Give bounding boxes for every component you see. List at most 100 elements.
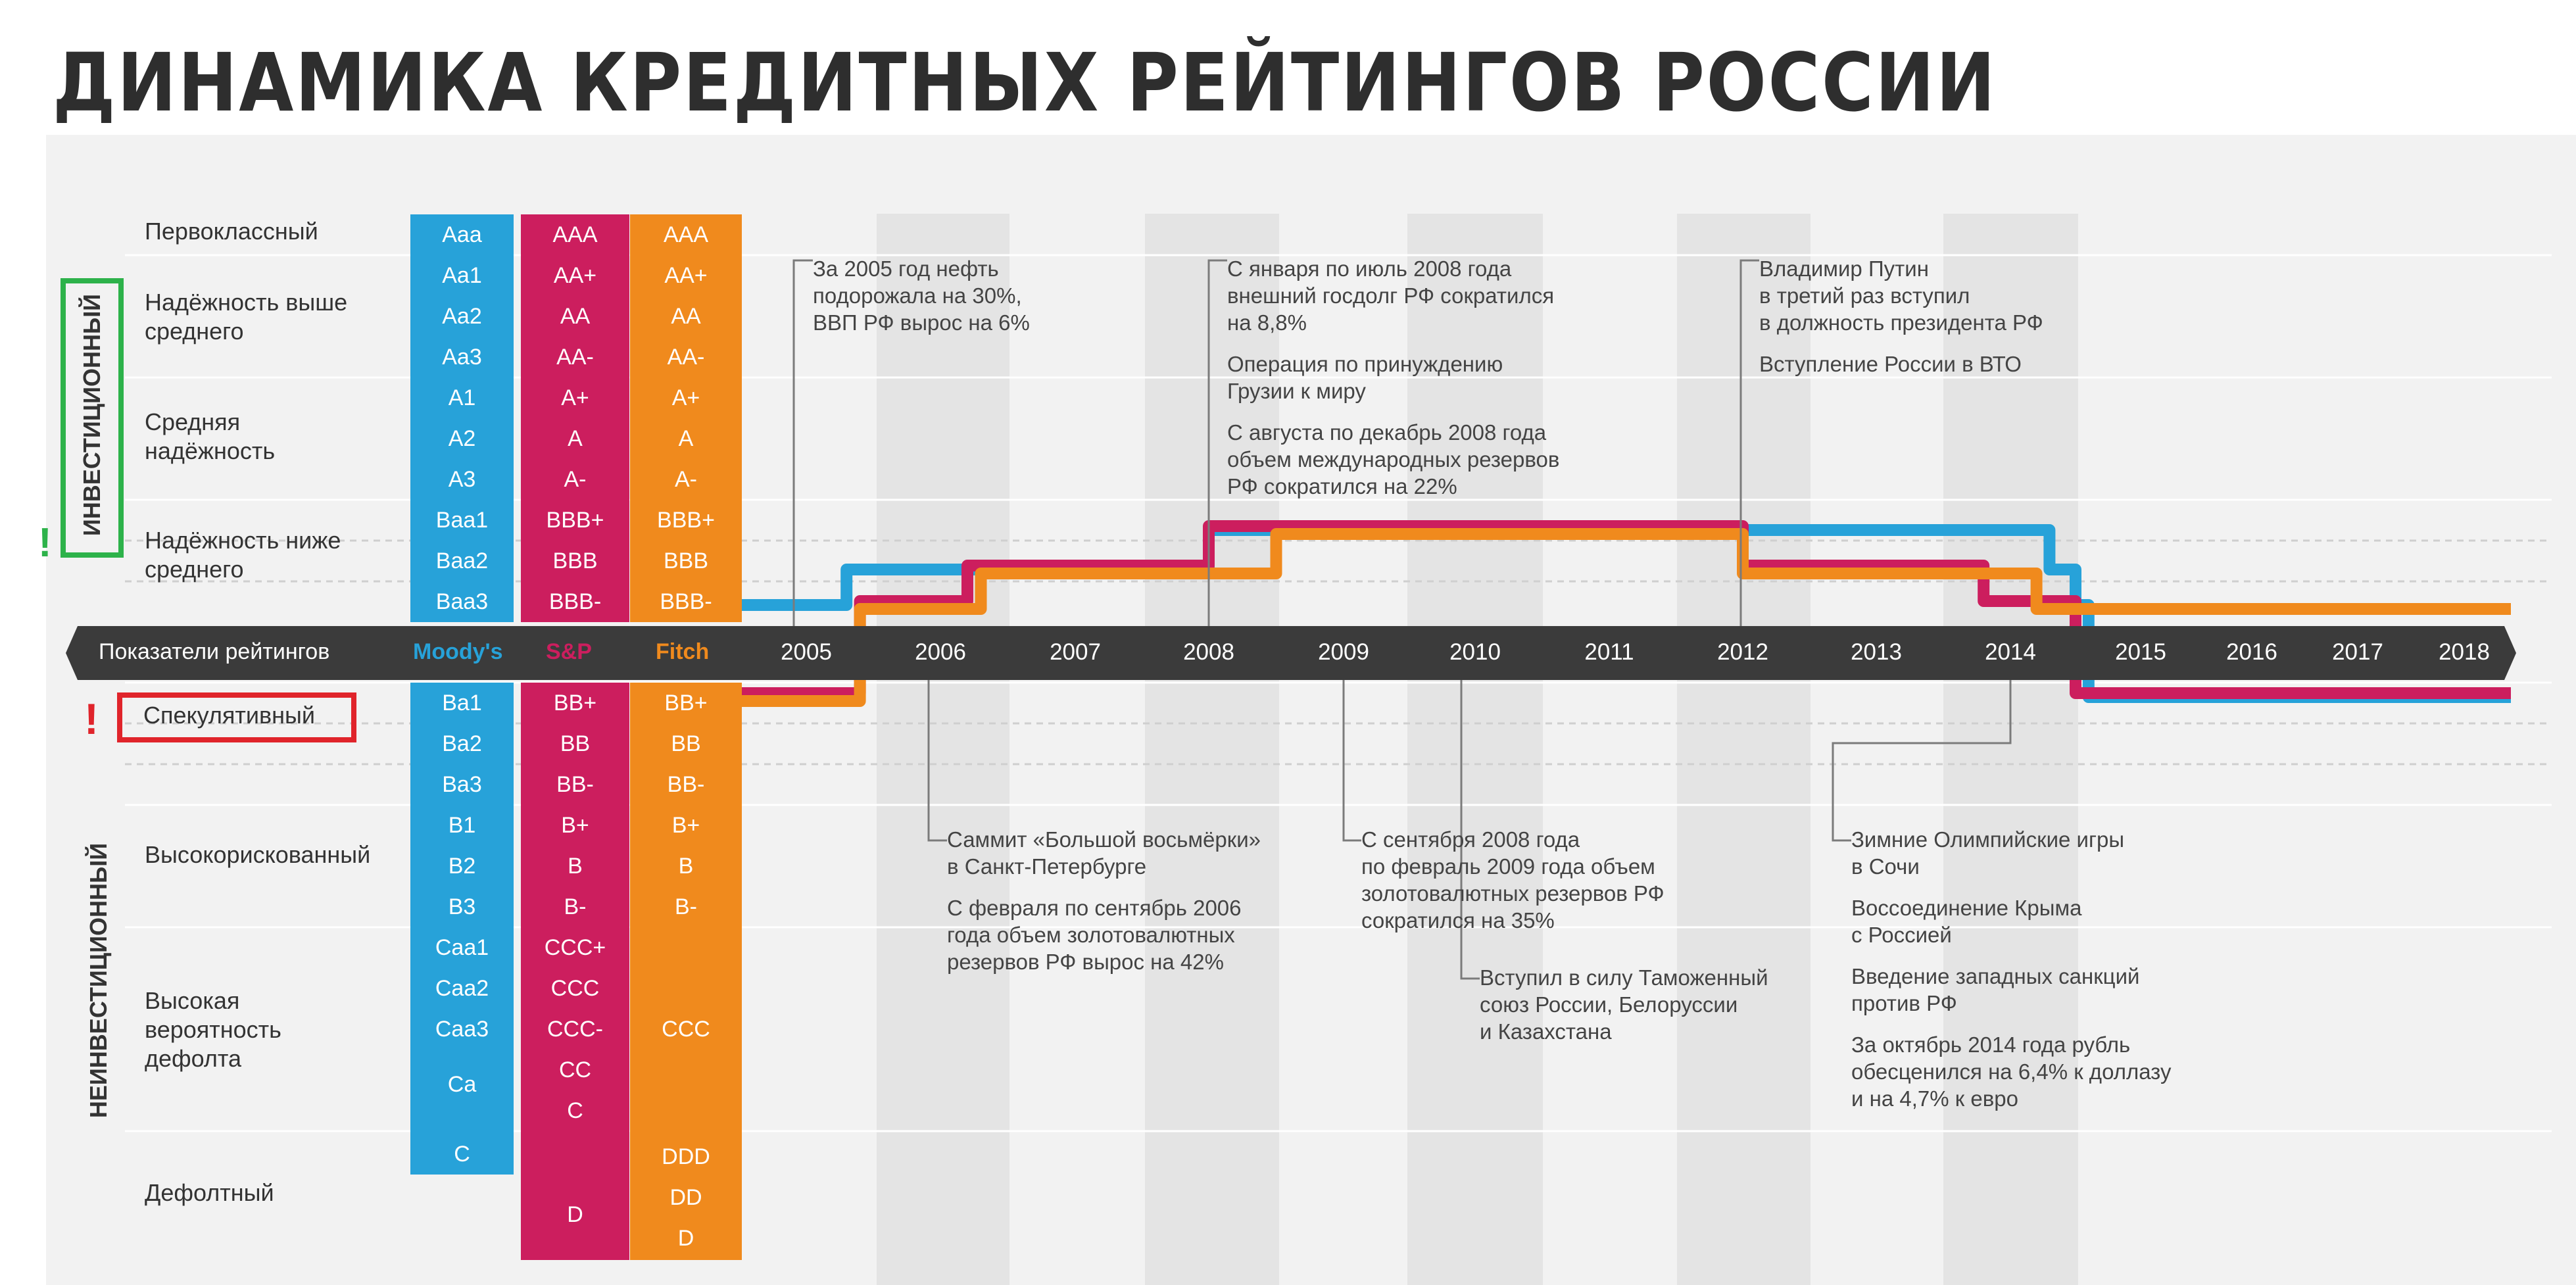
moodys-rating-cell: Aa3 [442, 344, 482, 370]
x-tick-label: 2012 [1717, 639, 1768, 665]
x-tick-label: 2016 [2226, 639, 2277, 665]
annotation-line: союз России, Белоруссии [1480, 992, 1738, 1017]
x-tick-label: 2013 [1851, 639, 1902, 665]
annotation-paragraph: Вступление России в ВТО [1759, 351, 2043, 377]
annotation-paragraph: За октябрь 2014 года рубль обесценился на… [1851, 1031, 2171, 1112]
sp-rating-cell: B+ [561, 812, 589, 838]
annotation-a2009: С сентября 2008 года по февраль 2009 года… [1361, 826, 1665, 948]
annotation-line: ВВП РФ вырос на 6% [813, 310, 1030, 335]
category-label: Высокорискованный [145, 841, 371, 868]
moodys-rating-cell: Baa1 [435, 507, 489, 533]
moodys-column-bottom: Ba1 Ba2 Ba3 B1 B2 B3 Caa1 Caa2 Caa3 Ca C [410, 683, 514, 1175]
category-label: Средняя надёжность [145, 408, 276, 464]
moodys-rating-cell: B3 [448, 894, 476, 919]
fitch-rating-cell: B+ [671, 812, 700, 838]
sp-rating-cell: BB [560, 731, 591, 756]
moodys-rating-cell: A2 [448, 425, 476, 451]
x-tick-label: 2015 [2115, 639, 2166, 665]
axis-moodys-label: Moody's [413, 639, 503, 664]
annotation-line: резервов РФ вырос на 42% [947, 950, 1224, 974]
sp-rating-cell: B [568, 853, 583, 879]
sp-rating-cell: AAA [552, 222, 598, 247]
annotation-leader [1832, 680, 2012, 842]
fitch-column-bottom: BB+ BB BB- B+ B B- CCC DDD DD D [630, 683, 742, 1260]
year-band [1943, 214, 2078, 1285]
category-label-speculative: Спекулятивный [143, 702, 315, 729]
category-label: Надёжность ниже среднего [145, 527, 341, 583]
series-line-fitch [742, 528, 2511, 707]
annotation-line: по февраль 2009 года объем [1361, 854, 1655, 879]
moodys-rating-cell: Ba2 [442, 731, 482, 756]
sp-rating-cell: AA [560, 303, 591, 329]
annotation-line: в Санкт-Петербурге [947, 854, 1147, 879]
x-tick-label: 2009 [1318, 639, 1369, 665]
red-warning-mark: ! [84, 694, 99, 743]
moodys-rating-cell: A1 [448, 385, 476, 410]
annotation-line: Владимир Путин [1759, 256, 1929, 281]
annotation-line: в Сочи [1851, 854, 1920, 879]
annotation-paragraph: Введение западных санкций против РФ [1851, 963, 2171, 1017]
green-warning-mark: ! [38, 520, 52, 566]
annotation-leader [1342, 680, 1361, 842]
fitch-rating-cell: CCC [662, 1016, 710, 1042]
x-tick-label: 2008 [1183, 639, 1234, 665]
annotation-line: в третий раз вступил [1759, 283, 1970, 308]
axis-fitch-label: Fitch [656, 639, 710, 664]
annotation-leader [927, 680, 947, 842]
annotation-line: сократился на 35% [1361, 908, 1555, 933]
annotation-line: объем международных резервов [1227, 447, 1560, 472]
fitch-rating-cell: A [678, 425, 694, 451]
investment-grade-label: ИНВЕСТИЦИОННЫЙ [78, 293, 105, 537]
annotation-paragraph: С августа по декабрь 2008 года объем межд… [1227, 419, 1559, 500]
series-line-moodys [742, 524, 2511, 703]
annotation-a2008: С января по июль 2008 года внешний госдол… [1227, 255, 1559, 514]
annotation-paragraph: Саммит «Большой восьмёрки» в Санкт-Петерб… [947, 826, 1261, 880]
annotation-line: За октябрь 2014 года рубль [1851, 1032, 2131, 1057]
sp-rating-cell: B- [564, 894, 587, 919]
sp-rating-cell: CCC+ [544, 934, 606, 960]
x-tick-label: 2017 [2332, 639, 2383, 665]
annotation-line: золотовалютных резервов РФ [1361, 881, 1665, 906]
moodys-rating-cell: Caa1 [435, 934, 489, 960]
annotation-line: Операция по принуждению [1227, 352, 1503, 376]
annotation-paragraph: Воссоединение Крыма с Россией [1851, 894, 2171, 948]
sp-rating-cell: BBB- [548, 589, 602, 614]
sp-column-top: AAA AA+ AA AA- A+ A A- BBB+ BBB BBB- [521, 214, 629, 622]
sp-rating-cell: BBB [552, 548, 598, 573]
annotation-a2010: Вступил в силу Таможенный союз России, Бе… [1480, 964, 1768, 1059]
annotation-line: подорожала на 30%, [813, 283, 1022, 308]
fitch-rating-cell: A+ [671, 385, 700, 410]
speculative-grade-label: НЕИНВЕСТИЦИОННЫЙ [85, 842, 112, 1119]
moodys-rating-cell: Ca [447, 1071, 477, 1097]
category-label: Надёжность выше среднего [145, 289, 348, 345]
fitch-rating-cell: BBB+ [657, 507, 715, 533]
sp-rating-cell: AA+ [553, 262, 597, 288]
fitch-rating-cell: DDD [662, 1144, 710, 1169]
speculative-box [117, 692, 356, 742]
annotation-paragraph: С января по июль 2008 года внешний госдол… [1227, 255, 1559, 336]
annotation-line: года объем золотовалютных [947, 923, 1235, 947]
fitch-rating-cell: D [677, 1225, 694, 1251]
moodys-rating-cell: Caa2 [435, 975, 489, 1001]
sp-rating-cell: CCC- [547, 1016, 603, 1042]
fitch-rating-cell: BBB- [660, 589, 712, 614]
moodys-rating-cell: Aa2 [442, 303, 482, 329]
fitch-rating-cell: DD [669, 1184, 702, 1210]
annotation-a2006: Саммит «Большой восьмёрки» в Санкт-Петерб… [947, 826, 1261, 990]
annotation-line: на 8,8% [1227, 310, 1307, 335]
moodys-rating-cell: B1 [448, 812, 476, 838]
annotation-line: и на 4,7% к евро [1851, 1086, 2018, 1111]
x-tick-label: 2011 [1584, 639, 1634, 665]
axis-sp-label: S&P [546, 639, 592, 664]
annotation-paragraph: С сентября 2008 года по февраль 2009 года… [1361, 826, 1665, 934]
moodys-rating-cell: B2 [448, 853, 476, 879]
annotation-a2014: Зимние Олимпийские игры в Сочи Воссоединен… [1851, 826, 2171, 1127]
sp-rating-cell: C [567, 1098, 583, 1123]
fitch-column-top: AAA AA+ AA AA- A+ A A- BBB+ BBB BBB- [630, 214, 742, 622]
annotation-paragraph: Операция по принуждению Грузии к миру [1227, 351, 1559, 404]
sp-rating-cell: BB- [556, 771, 594, 797]
moodys-rating-cell: Baa3 [435, 589, 489, 614]
moodys-rating-cell: Caa3 [435, 1016, 489, 1042]
year-band [1145, 214, 1279, 1285]
